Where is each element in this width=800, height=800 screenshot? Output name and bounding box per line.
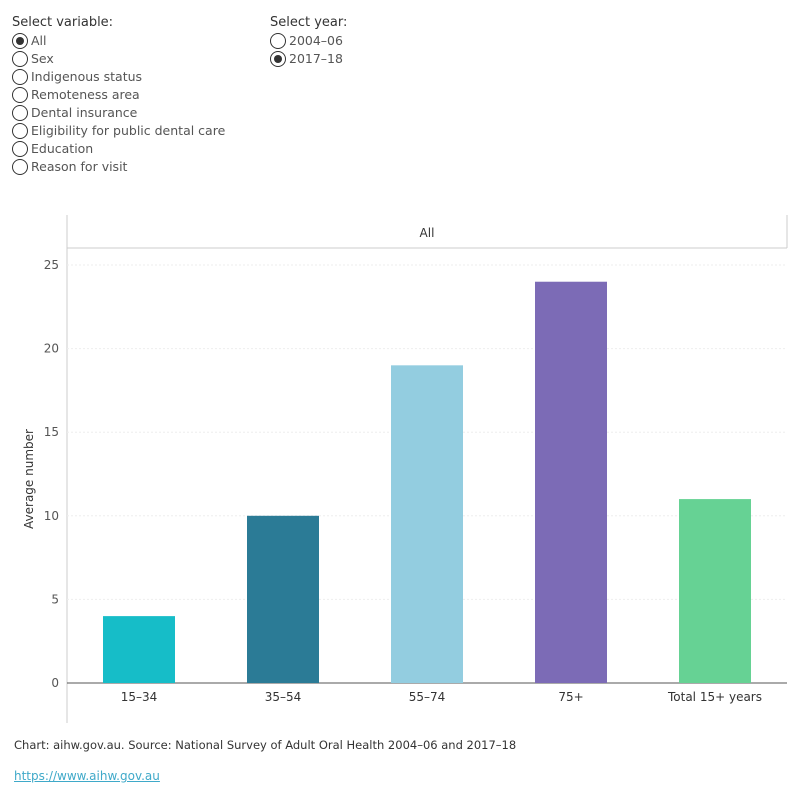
radio-label: 2004–06 <box>289 33 343 48</box>
radio-button[interactable] <box>12 159 28 175</box>
radio-label: Eligibility for public dental care <box>31 123 226 138</box>
bar <box>247 515 319 683</box>
radio-label: All <box>31 33 47 48</box>
variable-option-dental-insurance[interactable]: Dental insurance <box>12 104 225 122</box>
aihw-link[interactable]: https://www.aihw.gov.au <box>14 769 160 783</box>
radio-button[interactable] <box>270 33 286 49</box>
variable-option-remoteness-area[interactable]: Remoteness area <box>12 86 225 104</box>
year-option-2017-18[interactable]: 2017–18 <box>270 50 347 68</box>
bar <box>391 365 463 683</box>
radio-label: Remoteness area <box>31 87 140 102</box>
variable-option-education[interactable]: Education <box>12 140 225 158</box>
y-tick-label: 10 <box>44 509 59 523</box>
variable-option-sex[interactable]: Sex <box>12 50 225 68</box>
y-tick-label: 5 <box>51 592 59 606</box>
radio-button[interactable] <box>12 105 28 121</box>
y-tick-label: 15 <box>44 425 59 439</box>
x-tick-label: 55–74 <box>409 690 446 704</box>
radio-button[interactable] <box>12 51 28 67</box>
bar-chart: All 0 5 10 15 20 25 Average number 15–34 35–54 55–… <box>22 215 788 723</box>
radio-button[interactable] <box>12 123 28 139</box>
y-tick-label: 25 <box>44 258 59 272</box>
radio-button[interactable] <box>12 33 28 49</box>
radio-label: Education <box>31 141 94 156</box>
year-options: 2004–06 2017–18 <box>270 32 347 68</box>
variable-option-all[interactable]: All <box>12 32 225 50</box>
variable-option-reason-for-visit[interactable]: Reason for visit <box>12 158 225 176</box>
radio-button[interactable] <box>12 69 28 85</box>
bar <box>679 499 751 683</box>
y-axis-label: Average number <box>22 429 36 529</box>
variable-filter-title: Select variable: <box>12 15 114 30</box>
x-tick-label: 75+ <box>558 690 583 704</box>
x-tick-label: 15–34 <box>121 690 158 704</box>
year-filter-title: Select year: <box>270 15 348 30</box>
bar <box>535 281 607 683</box>
radio-button[interactable] <box>12 141 28 157</box>
radio-label: Indigenous status <box>31 69 143 84</box>
variable-option-indigenous-status[interactable]: Indigenous status <box>12 68 225 86</box>
radio-button[interactable] <box>12 87 28 103</box>
variable-filter: Select variable: All Sex Indigenous status… <box>12 14 225 176</box>
panel-title: All <box>420 226 435 240</box>
variable-option-eligibility-for-public-dental-care[interactable]: Eligibility for public dental care <box>12 122 225 140</box>
y-tick-label: 20 <box>44 342 59 356</box>
radio-label: Dental insurance <box>31 105 138 120</box>
radio-label: 2017–18 <box>289 51 343 66</box>
x-tick-label: Total 15+ years <box>667 690 762 704</box>
radio-label: Sex <box>31 51 54 66</box>
bar <box>103 616 175 683</box>
year-option-2004-06[interactable]: 2004–06 <box>270 32 347 50</box>
radio-label: Reason for visit <box>31 159 128 174</box>
variable-options: All Sex Indigenous status Remoteness area De… <box>12 32 225 176</box>
x-tick-label: 35–54 <box>265 690 302 704</box>
radio-button[interactable] <box>270 51 286 67</box>
year-filter: Select year: 2004–06 2017–18 <box>270 14 347 68</box>
chart-source-note: Chart: aihw.gov.au. Source: National Sur… <box>14 738 517 752</box>
y-tick-label: 0 <box>51 676 59 690</box>
